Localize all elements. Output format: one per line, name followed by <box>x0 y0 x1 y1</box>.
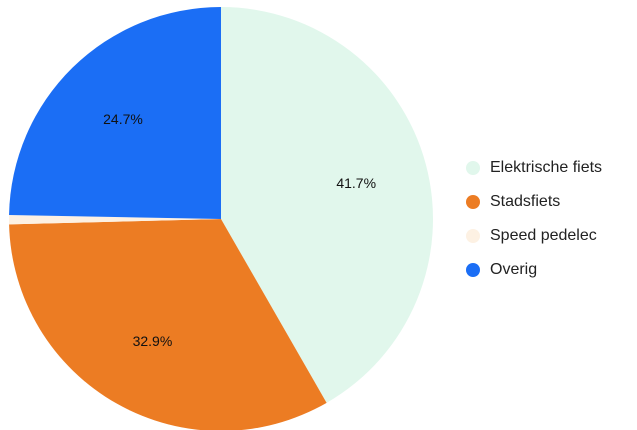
legend-swatch <box>466 195 480 209</box>
legend-swatch <box>466 161 480 175</box>
legend-label: Elektrische fiets <box>490 159 603 176</box>
pie-slice-speed-pedelec <box>9 215 222 225</box>
legend-label: Speed pedelec <box>490 227 597 244</box>
legend-swatch <box>466 229 480 243</box>
pie-slice-stadsfiets <box>9 219 327 430</box>
legend-label: Overig <box>490 261 538 278</box>
pie-slice-elektrische-fiets <box>221 7 434 403</box>
legend-item: Overig <box>466 253 602 287</box>
slice-label-overig: 24.7% <box>103 111 143 127</box>
pie-slice-overig <box>9 7 222 219</box>
legend-item: Stadsfiets <box>466 185 602 219</box>
legend-item: Elektrische fiets <box>466 151 602 185</box>
legend: Elektrische fiets Stadsfiets Speed pedelec… <box>466 151 602 287</box>
legend-label: Stadsfiets <box>490 193 561 210</box>
slice-label-stadsfiets: 32.9% <box>133 333 173 349</box>
slice-label-elektrische-fiets: 41.7% <box>336 175 376 191</box>
legend-item: Speed pedelec <box>466 219 602 253</box>
legend-swatch <box>466 263 480 277</box>
